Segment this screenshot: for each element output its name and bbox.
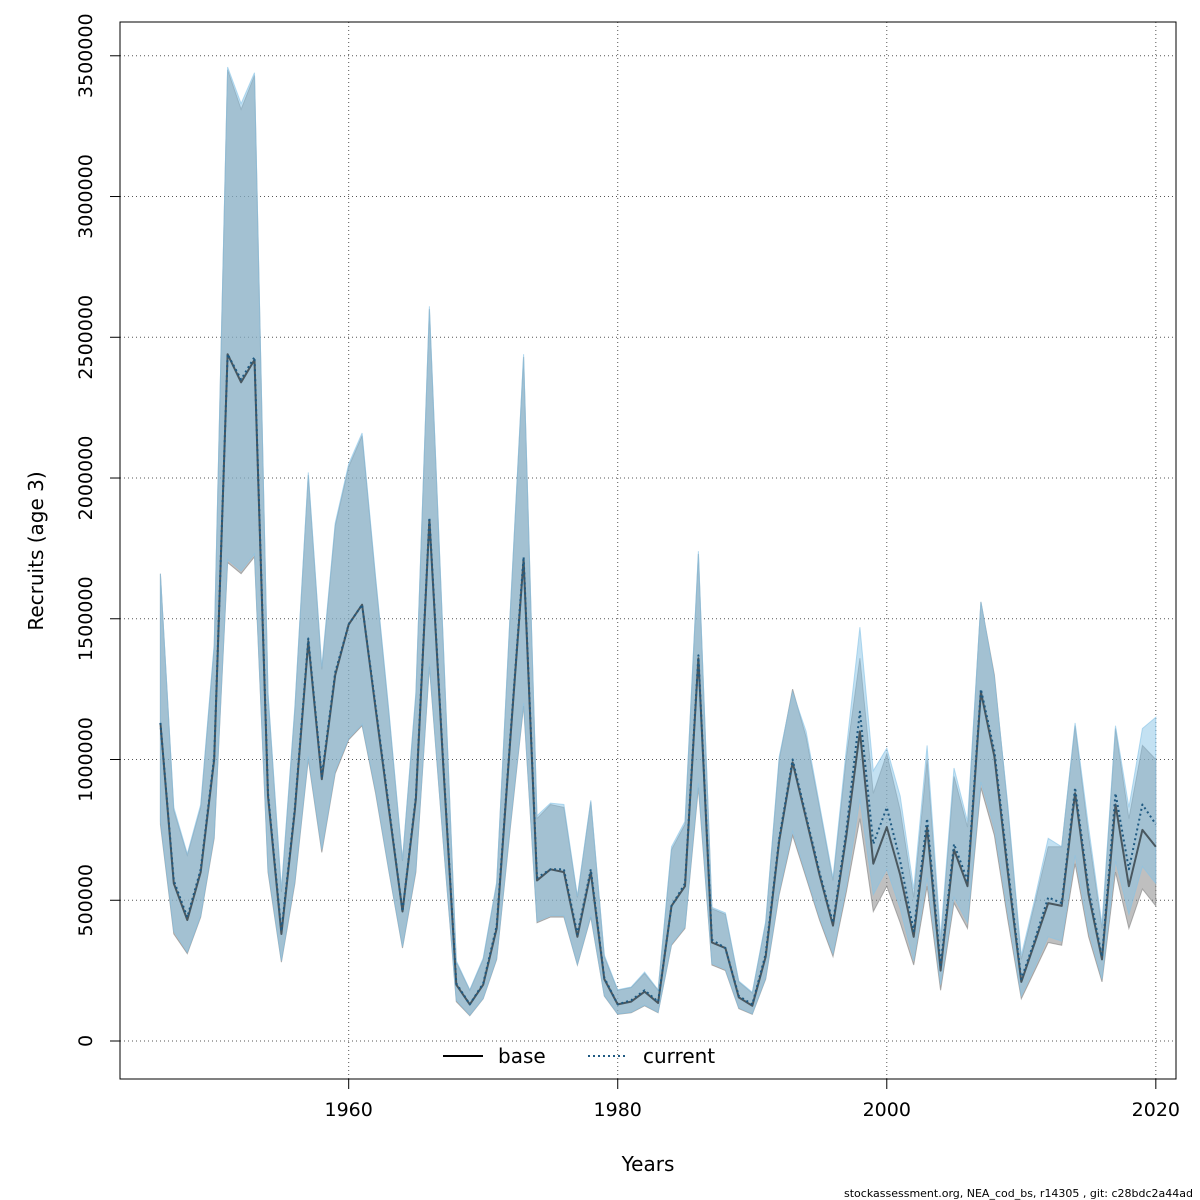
confidence-bands xyxy=(159,66,1157,1017)
x-tick-label: 1980 xyxy=(594,1099,642,1121)
legend: base current xyxy=(443,1044,715,1068)
legend-label-current: current xyxy=(643,1044,715,1068)
x-tick-label: 1960 xyxy=(325,1099,373,1121)
footer-source: stockassessment.org, NEA_cod_bs, r14305 … xyxy=(844,1187,1193,1200)
y-tick-label: 1500000 xyxy=(75,576,97,661)
legend-label-base: base xyxy=(498,1044,546,1068)
grid xyxy=(120,22,1176,1079)
y-tick-label: 500000 xyxy=(75,864,97,937)
series-lines xyxy=(159,353,1157,1007)
x-axis-title: Years xyxy=(621,1152,675,1176)
y-tick-label: 3500000 xyxy=(75,13,97,98)
band-current xyxy=(159,66,1157,1016)
y-tick-label: 2000000 xyxy=(75,436,97,521)
y-tick-label: 1000000 xyxy=(75,717,97,802)
axes: 1960 1980 2000 2020 0 500000 1000000 1500000 200… xyxy=(75,13,1180,1121)
y-axis-title: Recruits (age 3) xyxy=(24,471,48,630)
y-tick-label: 3000000 xyxy=(75,154,97,239)
y-tick-label: 0 xyxy=(75,1035,97,1047)
plot-frame xyxy=(119,21,1177,1080)
x-tick-label: 2020 xyxy=(1132,1099,1180,1121)
x-tick-label: 2000 xyxy=(863,1099,911,1121)
line-current xyxy=(159,353,1157,1006)
y-tick-label: 2500000 xyxy=(75,295,97,380)
